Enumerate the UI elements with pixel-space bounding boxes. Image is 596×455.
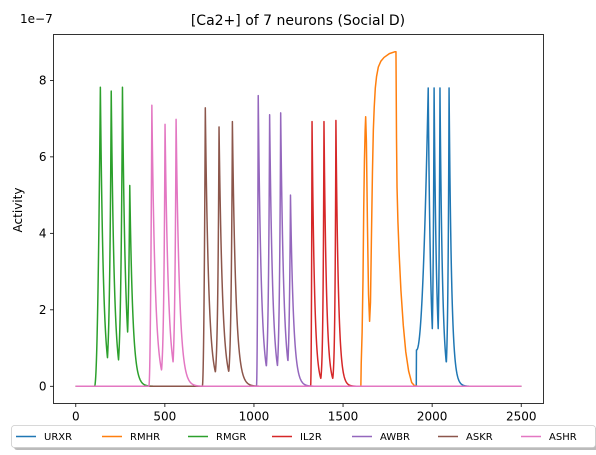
x-tick-label: 2000	[417, 410, 448, 424]
y-tick-label: 8	[39, 74, 47, 88]
legend-label: RMGR	[216, 432, 246, 443]
legend-entry-awbr: AWBR	[352, 432, 410, 443]
legend: URXR RMHR RMGR IL2R AWBR ASKR ASHR	[11, 425, 596, 450]
legend-entry-rmhr: RMHR	[102, 432, 160, 443]
legend-entry-il2r: IL2R	[272, 432, 322, 443]
x-tick-label: 1500	[328, 410, 359, 424]
plot-frame	[53, 34, 544, 404]
legend-label: ASHR	[549, 432, 577, 443]
series-layer	[75, 50, 522, 388]
legend-entry-urxr: URXR	[16, 432, 72, 443]
x-tick-label: 500	[153, 410, 176, 424]
ticks-layer: 0 500 1000 1500 2000 2500 0 2 4 6 8	[39, 74, 537, 424]
x-tick-label: 1000	[239, 410, 270, 424]
legend-label: ASKR	[466, 432, 493, 443]
y-tick-label: 0	[39, 380, 47, 394]
legend-label: RMHR	[130, 432, 160, 443]
y-tick-label: 4	[39, 227, 47, 241]
legend-label: IL2R	[300, 432, 322, 443]
series-line-rmhr	[75, 50, 522, 388]
y-axis-label: Activity	[11, 188, 25, 233]
legend-entry-rmgr: RMGR	[188, 432, 246, 443]
legend-label: AWBR	[380, 432, 410, 443]
y-tick-label: 2	[39, 303, 47, 317]
legend-entry-ashr: ASHR	[521, 432, 577, 443]
y-offset-label: 1e−7	[20, 12, 53, 26]
x-tick-label: 2500	[506, 410, 537, 424]
chart-title: [Ca2+] of 7 neurons (Social D)	[191, 13, 405, 29]
x-tick-label: 0	[72, 410, 80, 424]
legend-entry-askr: ASKR	[438, 432, 493, 443]
legend-label: URXR	[44, 432, 72, 443]
y-tick-label: 6	[39, 150, 47, 164]
series-line-ashr	[75, 104, 522, 388]
